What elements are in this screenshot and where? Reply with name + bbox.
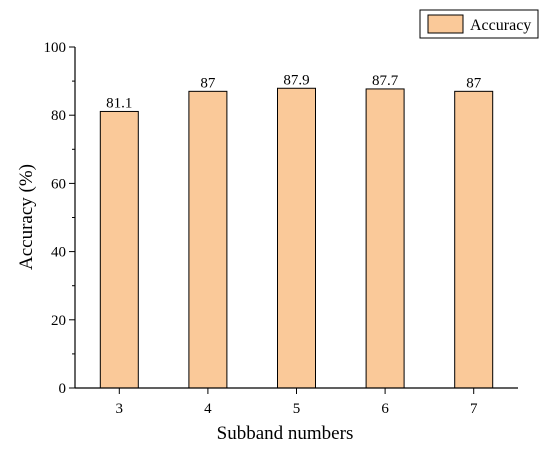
y-tick-label: 80 [51,108,66,124]
bar [365,88,405,389]
y-tick-label: 100 [44,40,67,56]
legend-swatch [427,14,464,34]
x-tick-label: 7 [470,401,478,417]
bar-data-label: 87.9 [283,72,309,88]
x-axis-label: Subband numbers [217,423,354,444]
legend: Accuracy [419,9,539,39]
bar [277,87,316,389]
bar-data-label: 87 [466,75,482,91]
x-tick-label: 6 [381,401,389,417]
y-tick-label: 60 [51,176,66,192]
y-axis-label: Accuracy (%) [16,164,37,270]
bar [454,90,494,389]
legend-label: Accuracy [470,17,531,34]
bar-data-label: 87.7 [372,73,399,89]
y-tick-label: 40 [51,245,66,261]
y-tick-label: 0 [59,381,67,397]
x-tick-label: 4 [204,401,212,417]
x-tick-label: 5 [293,401,301,417]
bar [188,90,228,389]
bar-data-label: 81.1 [106,95,132,111]
bar-data-label: 87 [200,75,216,91]
x-tick-label: 3 [116,401,124,417]
bar [99,110,139,389]
y-tick-label: 20 [51,313,66,329]
